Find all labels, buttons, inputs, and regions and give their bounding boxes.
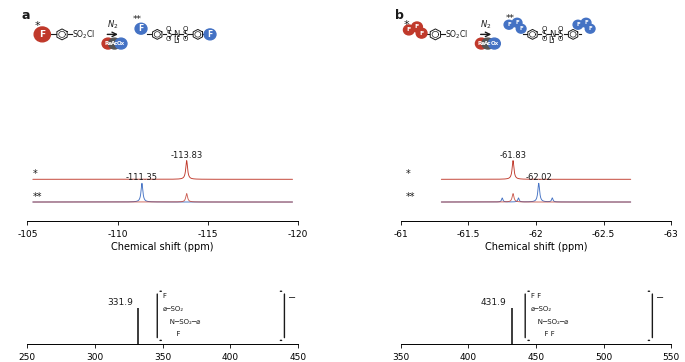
Text: O: O: [166, 26, 171, 33]
Text: F: F: [208, 30, 212, 39]
Text: F: F: [419, 31, 424, 35]
Text: O: O: [541, 36, 547, 42]
Text: $\mathsf{SO_2Cl}$: $\mathsf{SO_2Cl}$: [445, 28, 469, 41]
Text: *: *: [403, 20, 409, 30]
Text: F: F: [39, 30, 45, 39]
Text: F: F: [588, 26, 592, 31]
Text: S: S: [541, 30, 547, 39]
Text: -62.02: -62.02: [525, 173, 552, 182]
Circle shape: [512, 18, 522, 27]
Circle shape: [516, 24, 526, 33]
Text: F: F: [507, 22, 511, 27]
Text: O: O: [558, 36, 563, 42]
Circle shape: [102, 38, 114, 49]
Text: O: O: [182, 26, 188, 33]
Text: Ox: Ox: [117, 41, 125, 46]
Text: *: *: [406, 169, 411, 179]
Text: b: b: [395, 9, 404, 22]
Text: *: *: [35, 21, 40, 31]
Text: Re: Re: [477, 41, 486, 46]
Text: Ac: Ac: [484, 41, 492, 46]
Text: **: **: [506, 14, 515, 23]
Text: a: a: [22, 9, 31, 22]
Text: $-$: $-$: [655, 291, 664, 301]
Text: S: S: [166, 30, 171, 39]
Circle shape: [475, 38, 487, 49]
Text: Ox: Ox: [490, 41, 499, 46]
Text: F: F: [138, 24, 144, 33]
Text: F: F: [519, 26, 523, 31]
Text: S: S: [558, 30, 563, 39]
Text: O: O: [558, 26, 563, 33]
Text: **: **: [132, 15, 142, 24]
Text: O: O: [541, 26, 547, 33]
Circle shape: [412, 22, 423, 32]
Text: -111.35: -111.35: [126, 173, 158, 182]
Circle shape: [204, 29, 216, 40]
Circle shape: [403, 25, 414, 35]
Text: ⌀─SO₂: ⌀─SO₂: [162, 306, 184, 312]
Text: $-$: $-$: [287, 291, 296, 301]
Circle shape: [488, 38, 500, 49]
Text: $N_2$: $N_2$: [107, 18, 119, 31]
Text: 331.9: 331.9: [107, 298, 133, 307]
Circle shape: [504, 20, 514, 29]
Circle shape: [416, 28, 427, 38]
Text: 431.9: 431.9: [480, 298, 506, 307]
Text: F F: F F: [531, 293, 541, 299]
Text: S: S: [182, 30, 188, 39]
Text: F: F: [584, 20, 588, 25]
Circle shape: [34, 27, 51, 42]
Text: Li: Li: [173, 36, 180, 45]
Text: N─SO₂─⌀: N─SO₂─⌀: [162, 319, 200, 325]
X-axis label: Chemical shift (ppm): Chemical shift (ppm): [112, 241, 214, 252]
Text: -61.83: -61.83: [499, 151, 527, 160]
Text: F: F: [162, 293, 166, 299]
Circle shape: [115, 38, 127, 49]
Circle shape: [581, 18, 591, 27]
Text: F: F: [415, 25, 419, 29]
Text: $\mathsf{SO_2Cl}$: $\mathsf{SO_2Cl}$: [72, 28, 95, 41]
Text: F: F: [515, 20, 519, 25]
Text: **: **: [406, 192, 416, 202]
Circle shape: [585, 24, 595, 33]
Text: ⌀─SO₂: ⌀─SO₂: [531, 306, 551, 312]
Text: -113.83: -113.83: [171, 151, 203, 160]
Text: F: F: [162, 331, 180, 337]
Text: Li: Li: [549, 36, 556, 45]
Text: **: **: [33, 192, 42, 202]
Text: *: *: [33, 169, 38, 179]
Circle shape: [108, 38, 121, 49]
Text: N: N: [549, 30, 555, 39]
Circle shape: [482, 38, 494, 49]
Text: Ac: Ac: [111, 41, 119, 46]
Circle shape: [573, 20, 583, 29]
Text: Re: Re: [104, 41, 112, 46]
X-axis label: Chemical shift (ppm): Chemical shift (ppm): [485, 241, 587, 252]
Circle shape: [135, 23, 147, 34]
Text: F: F: [576, 22, 580, 27]
Text: N─SO₂─⌀: N─SO₂─⌀: [531, 319, 568, 325]
Text: $N_2$: $N_2$: [480, 18, 492, 31]
Text: F: F: [407, 28, 411, 33]
Text: N: N: [173, 30, 180, 39]
Text: F F: F F: [531, 331, 554, 337]
Text: O: O: [166, 36, 171, 42]
Text: O: O: [182, 36, 188, 42]
